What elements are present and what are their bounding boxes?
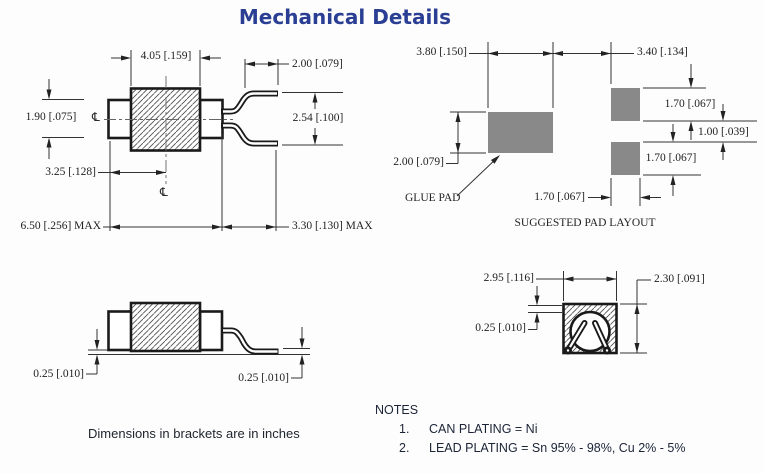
centerline-icon: ℄: [92, 110, 100, 124]
dim-standoff-left: 0.25 [.010]: [33, 368, 84, 380]
note-number: 1.: [399, 422, 410, 436]
notes-title: NOTES: [375, 403, 419, 417]
dim-pad-height-top: 1.70 [.067]: [664, 98, 716, 110]
note-number: 2.: [399, 441, 410, 455]
dim-standoff-right: 0.25 [.010]: [238, 372, 289, 384]
end-view-drawing: [528, 271, 651, 355]
dim-end-width: 2.95 [.116]: [483, 272, 534, 284]
solder-pad-top: [611, 88, 640, 121]
mounted-lead: [221, 327, 279, 355]
dim-lead-foot: 2.00 [.079]: [292, 58, 343, 70]
dim-body-width: 4.05 [.159]: [140, 50, 192, 62]
units-note: Dimensions in brackets are in inches: [88, 426, 300, 441]
dim-pad-gap: 1.00 [.039]: [698, 126, 749, 138]
can-cross-section: [569, 310, 611, 353]
pad-layout-drawing: [446, 42, 757, 206]
dim-lead-max: 3.30 [.130] MAX: [292, 220, 373, 232]
diode-body-mounted: [129, 301, 202, 353]
pad-layout-caption: SUGGESTED PAD LAYOUT: [514, 217, 656, 229]
dim-gap-to-pads: 3.40 [.134]: [637, 46, 688, 58]
dim-left-to-centerline: 3.25 [.128]: [45, 166, 96, 178]
left-end-cap-mounted: [107, 310, 133, 352]
dim-glue-pad-height: 2.00 [.079]: [393, 156, 444, 168]
formed-leads: [221, 90, 278, 147]
glue-pad-label: GLUE PAD: [405, 192, 461, 204]
end-view-leads: [567, 320, 609, 350]
solder-pad-bottom: [611, 142, 640, 175]
page-title: Mechanical Details: [238, 5, 452, 29]
dim-lead-pitch: 2.54 [.100]: [292, 112, 344, 124]
mounted-view-drawing: [86, 301, 310, 379]
dim-total-max: 6.50 [.256] MAX: [20, 220, 102, 232]
glue-pad: [488, 112, 553, 153]
note-text: LEAD PLATING = Sn 95% - 98%, Cu 2% - 5%: [429, 441, 686, 455]
dim-cap-diameter: 1.90 [.075]: [25, 111, 77, 123]
centerline-icon: ℄: [160, 185, 168, 199]
dim-pad-height-bottom: 1.70 [.067]: [645, 152, 697, 164]
dim-can-offset: 0.25 [.010]: [475, 322, 526, 334]
right-end-cap: [198, 98, 224, 140]
dim-pad-width: 1.70 [.067]: [534, 191, 585, 203]
note-text: CAN PLATING = Ni: [429, 422, 538, 436]
left-end-cap: [107, 98, 133, 140]
right-end-cap-mounted: [198, 310, 224, 352]
dim-end-height: 2.30 [.091]: [654, 273, 705, 285]
dim-glue-pad-width: 3.80 [.150]: [416, 46, 467, 58]
front-view-drawing: [42, 50, 343, 231]
